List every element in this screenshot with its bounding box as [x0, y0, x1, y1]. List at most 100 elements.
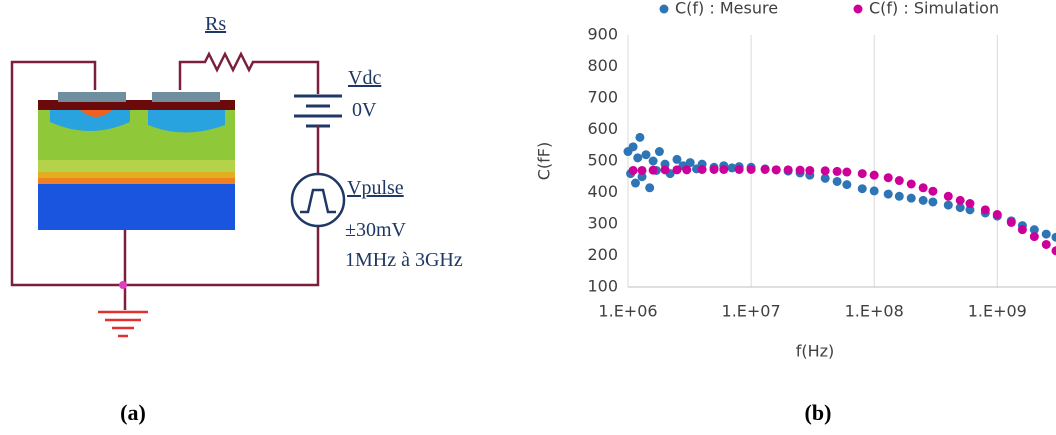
- point: [685, 158, 695, 168]
- point: [1051, 246, 1056, 256]
- chart: 1.E+06 1.E+07 1.E+08 1.E+09 100 200 300 400 500 6…: [535, 0, 1056, 361]
- point: [727, 163, 737, 173]
- y-tick-label: 200: [587, 245, 618, 264]
- label-amplitude: ±30mV: [345, 219, 407, 241]
- x-tick-label: 1.E+06: [598, 302, 657, 321]
- point: [842, 180, 852, 190]
- y-tick-label: 500: [587, 151, 618, 170]
- y-tick-label: 600: [587, 119, 618, 138]
- point: [648, 165, 658, 175]
- legend-marker: [659, 4, 669, 14]
- x-tick-label: 1.E+09: [968, 302, 1027, 321]
- point: [746, 165, 756, 175]
- label-vdc-value: 0V: [352, 99, 377, 121]
- x-tick-label: 1.E+08: [845, 302, 904, 321]
- point: [783, 165, 793, 175]
- point: [928, 197, 938, 207]
- x-axis-title: f(Hz): [796, 342, 835, 361]
- point: [992, 210, 1002, 220]
- point: [709, 165, 719, 175]
- battery: [294, 94, 342, 128]
- point: [628, 142, 638, 152]
- point: [1041, 229, 1051, 239]
- point: [820, 173, 830, 183]
- point: [883, 189, 893, 199]
- point: [654, 147, 664, 157]
- point: [771, 165, 781, 175]
- point: [805, 165, 815, 175]
- label-rs: Rs: [205, 13, 226, 35]
- point: [832, 166, 842, 176]
- point: [1017, 225, 1027, 235]
- point: [943, 200, 953, 210]
- y-axis-title: C(fF): [535, 142, 554, 181]
- legend-label: C(f) : Mesure: [675, 0, 778, 18]
- point: [1051, 232, 1056, 242]
- panel-label: (b): [805, 400, 832, 425]
- point: [645, 183, 655, 193]
- ground: [98, 310, 148, 338]
- plot-area: [623, 132, 1056, 256]
- point: [894, 176, 904, 186]
- point: [672, 165, 682, 175]
- point: [928, 186, 938, 196]
- point: [965, 205, 975, 215]
- point: [869, 170, 879, 180]
- point: [894, 191, 904, 201]
- point: [955, 203, 965, 213]
- point: [965, 199, 975, 209]
- point: [628, 165, 638, 175]
- point: [697, 165, 707, 175]
- point: [641, 150, 651, 160]
- point: [633, 153, 643, 163]
- point: [672, 154, 682, 164]
- point: [842, 167, 852, 177]
- point: [635, 132, 645, 142]
- point: [760, 165, 770, 175]
- point: [820, 166, 830, 176]
- y-tick-label: 800: [587, 56, 618, 75]
- x-tick-label: 1.E+07: [722, 302, 781, 321]
- point: [906, 179, 916, 189]
- label-vpulse: Vpulse: [347, 177, 404, 199]
- legend-label: C(f) : Simulation: [869, 0, 999, 18]
- point: [832, 176, 842, 186]
- point: [943, 191, 953, 201]
- point: [682, 165, 692, 175]
- point: [883, 173, 893, 183]
- y-tick-label: 300: [587, 214, 618, 233]
- point: [857, 169, 867, 179]
- y-tick-label: 400: [587, 182, 618, 201]
- pulse-source: [290, 172, 346, 228]
- point: [630, 178, 640, 188]
- point: [1029, 225, 1039, 235]
- circuit: Rs Vdc 0V Vpulse ±30mV 1MHz à 3GHz: [10, 13, 463, 338]
- device: [38, 92, 235, 230]
- point: [906, 193, 916, 203]
- wire: [10, 60, 320, 287]
- point: [637, 165, 647, 175]
- point: [918, 183, 928, 193]
- point: [1006, 217, 1016, 227]
- panel-label: (a): [120, 400, 146, 425]
- point: [1041, 239, 1051, 249]
- resistor: [178, 51, 320, 94]
- point: [1029, 232, 1039, 242]
- label-vdc: Vdc: [348, 67, 381, 89]
- legend-marker: [853, 4, 863, 14]
- point: [857, 184, 867, 194]
- y-tick-label: 900: [587, 25, 618, 44]
- node: [119, 281, 127, 289]
- point: [918, 195, 928, 205]
- point: [980, 205, 990, 215]
- point: [660, 165, 670, 175]
- point: [719, 165, 729, 175]
- point: [869, 186, 879, 196]
- point: [955, 195, 965, 205]
- point: [637, 172, 647, 182]
- y-tick-label: 700: [587, 88, 618, 107]
- point: [795, 165, 805, 175]
- y-tick-label: 100: [587, 277, 618, 296]
- point: [734, 165, 744, 175]
